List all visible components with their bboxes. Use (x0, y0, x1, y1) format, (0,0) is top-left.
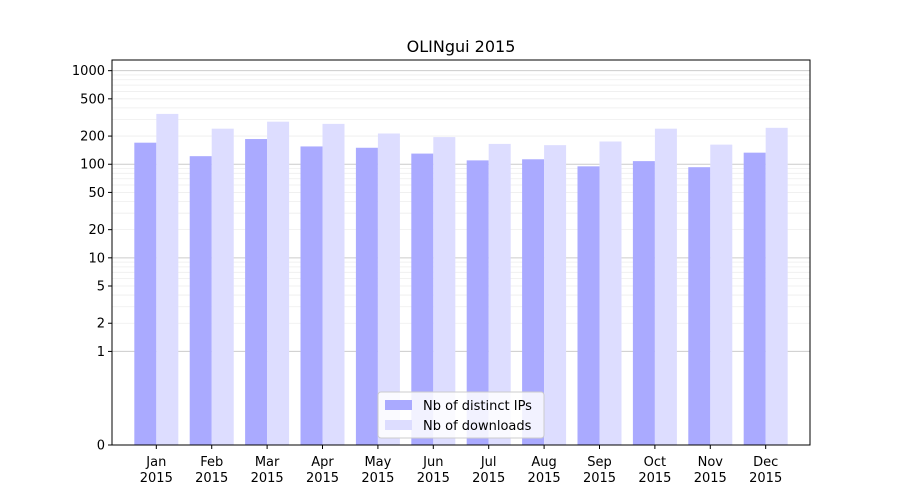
bar-distinct-ips (189, 156, 212, 445)
y-tick-label: 1000 (72, 64, 105, 79)
legend: Nb of distinct IPs Nb of downloads (377, 391, 545, 439)
bar-distinct-ips (743, 152, 766, 445)
x-tick-label-year: 2015 (417, 471, 450, 486)
x-tick-label-month: Jul (480, 455, 497, 470)
bar-downloads (544, 145, 567, 445)
bar-distinct-ips (688, 167, 711, 446)
y-tick-label: 5 (97, 280, 105, 295)
x-tick-label-year: 2015 (306, 471, 339, 486)
legend-swatch (385, 400, 412, 410)
bar-distinct-ips (632, 161, 655, 445)
x-tick-label-year: 2015 (251, 471, 284, 486)
x-tick-label-month: Jun (422, 455, 443, 470)
bar-downloads (377, 133, 400, 445)
x-tick-label-month: Feb (200, 455, 223, 470)
x-tick-label-year: 2015 (638, 471, 671, 486)
legend-label: Nb of downloads (423, 419, 532, 434)
x-tick-label-month: Aug (531, 455, 556, 470)
x-tick-label-year: 2015 (694, 471, 727, 486)
bar-downloads (765, 127, 788, 445)
x-tick-label-year: 2015 (195, 471, 228, 486)
bar-downloads (433, 137, 456, 445)
y-tick-label: 200 (80, 130, 105, 145)
y-tick-label: 100 (80, 158, 105, 173)
x-tick-label-year: 2015 (583, 471, 616, 486)
x-axis: Jan2015Feb2015Mar2015Apr2015May2015Jun20… (140, 445, 782, 486)
x-tick-label-year: 2015 (140, 471, 173, 486)
chart-title: OLINgui 2015 (407, 37, 516, 56)
x-tick-label-year: 2015 (528, 471, 561, 486)
bar-distinct-ips (522, 159, 545, 446)
y-axis: 0 1 2 5 10 20 50 100 200 500 1000 (72, 64, 112, 454)
legend-swatch (385, 420, 412, 430)
x-tick-label-month: Nov (698, 455, 724, 470)
bar-distinct-ips (245, 139, 268, 445)
bar-distinct-ips (134, 142, 157, 445)
bar-downloads (267, 121, 290, 446)
y-tick-label: 1 (97, 345, 105, 360)
bar-distinct-ips (577, 166, 600, 445)
legend-box (377, 391, 545, 439)
bar-distinct-ips (300, 146, 323, 446)
bar-downloads (654, 128, 677, 445)
x-tick-label-month: Oct (644, 455, 666, 470)
x-tick-label-month: May (364, 455, 391, 470)
bar-downloads (599, 141, 622, 445)
bars (134, 113, 788, 446)
bar-downloads (211, 128, 234, 445)
x-tick-label-month: Sep (587, 455, 612, 470)
y-tick-label: 2 (97, 317, 105, 332)
x-tick-label-month: Dec (753, 455, 778, 470)
bar-downloads (156, 113, 179, 446)
y-tick-label: 500 (80, 92, 105, 107)
legend-label: Nb of distinct IPs (423, 399, 532, 414)
x-tick-label-month: Apr (311, 455, 334, 470)
bar-downloads (322, 123, 345, 445)
bar-downloads (710, 144, 733, 445)
bar-distinct-ips (355, 147, 378, 445)
y-tick-label: 10 (88, 251, 105, 266)
x-tick-label-year: 2015 (749, 471, 782, 486)
x-tick-label-month: Mar (255, 455, 280, 470)
bar-downloads (488, 143, 511, 445)
x-tick-label-month: Jan (145, 455, 166, 470)
bar-distinct-ips (411, 153, 434, 446)
y-tick-label: 50 (88, 186, 105, 201)
x-tick-label-year: 2015 (472, 471, 505, 486)
y-tick-label: 20 (88, 223, 105, 238)
plot-frame (111, 59, 811, 446)
bar-distinct-ips (466, 160, 489, 445)
y-tick-label: 0 (97, 439, 105, 454)
x-tick-label-year: 2015 (361, 471, 394, 486)
